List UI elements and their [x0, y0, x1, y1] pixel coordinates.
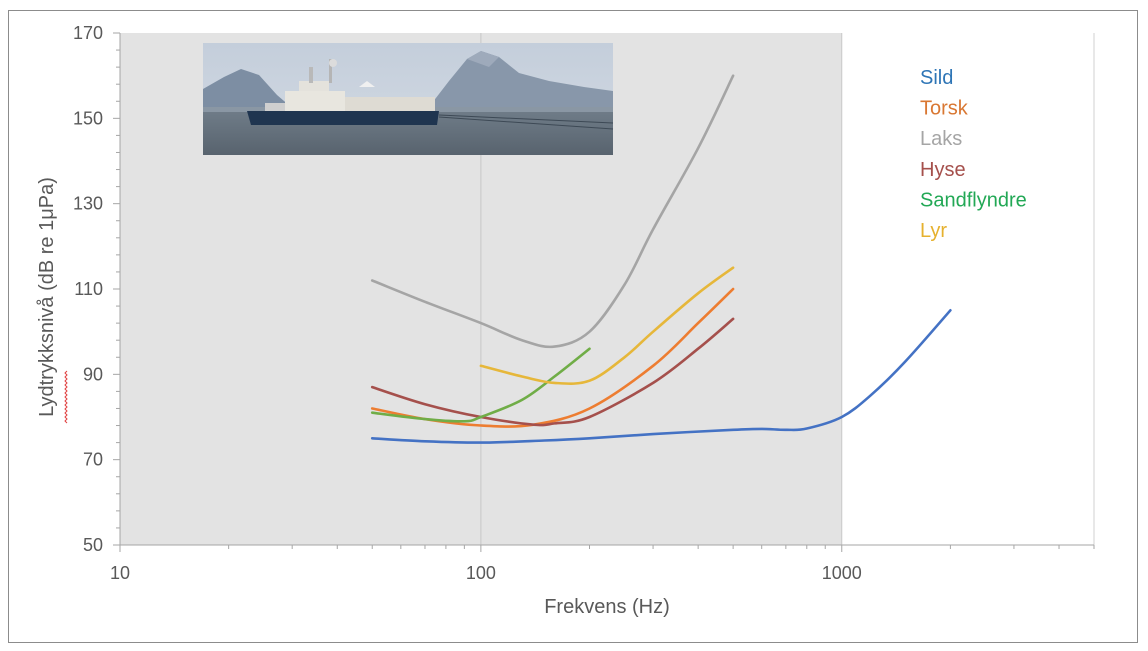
- x-tick-label: 1000: [822, 563, 862, 583]
- series-line-sandflyndre: [370, 347, 591, 423]
- ship-photo: [203, 43, 614, 155]
- y-tick-label: 110: [74, 279, 103, 299]
- series-line-sild: [370, 309, 952, 444]
- y-tick-label: 50: [83, 535, 103, 555]
- y-tick-label: 90: [83, 364, 103, 384]
- y-tick-label: 130: [73, 194, 103, 214]
- series-layer: [370, 74, 952, 444]
- y-axis-label: Lydtrykksnivå (dB re 1μPa): [36, 177, 58, 417]
- x-axis-label: Frekvens (Hz): [544, 596, 670, 618]
- y-tick-label: 70: [83, 450, 103, 470]
- axes: [113, 32, 1095, 552]
- legend-item-sandflyndre: Sandflyndre: [920, 189, 1027, 211]
- legend: Sild Torsk Laks Hyse Sandflyndre Lyr: [920, 67, 1027, 242]
- series-line-laks: [370, 74, 735, 349]
- legend-item-lyr: Lyr: [920, 220, 947, 242]
- legend-item-laks: Laks: [920, 128, 962, 150]
- spellcheck-underline: [64, 370, 68, 424]
- x-tick-label: 10: [110, 563, 130, 583]
- series-line-hyse: [370, 317, 735, 427]
- y-axis-tick-labels: 50 70 90 110 130 150 170: [73, 23, 103, 555]
- y-tick-label: 150: [73, 108, 103, 128]
- legend-item-torsk: Torsk: [920, 98, 969, 120]
- y-tick-label: 170: [73, 23, 103, 43]
- x-tick-label: 100: [466, 563, 496, 583]
- series-line-lyr: [479, 266, 735, 385]
- legend-item-sild: Sild: [920, 67, 953, 89]
- x-axis-tick-labels: 10 100 1000: [110, 563, 862, 583]
- chart-frame: 50 70 90 110 130 150 170 10 100 1000 Frekvens (H…: [8, 10, 1138, 643]
- chart-svg: 50 70 90 110 130 150 170 10 100 1000 Frekvens (H…: [36, 23, 1095, 618]
- legend-item-hyse: Hyse: [920, 159, 966, 181]
